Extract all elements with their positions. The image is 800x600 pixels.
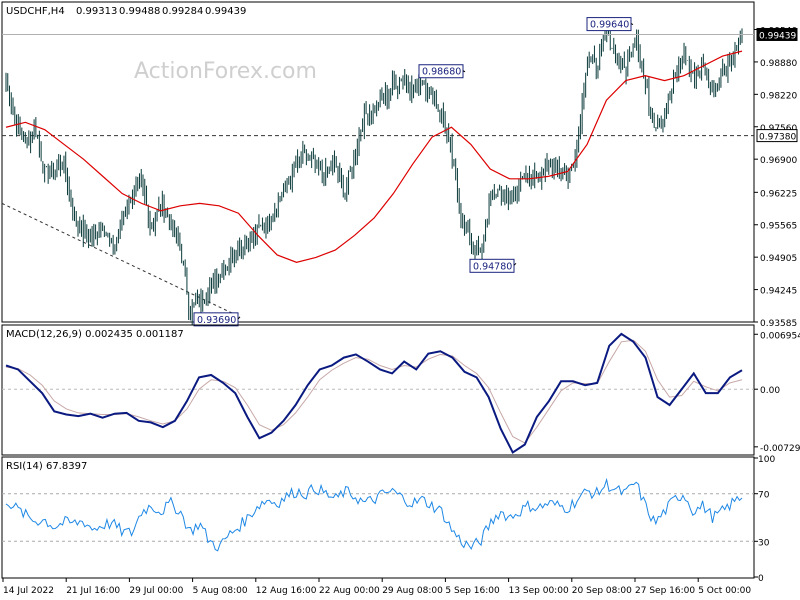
price-tick-label: 0.97560	[760, 124, 797, 134]
ohlc-values: 0.99313 0.99488 0.99284 0.99439	[76, 6, 246, 17]
annotation-box	[193, 312, 239, 327]
current-price-tag	[756, 27, 798, 41]
symbol-title: USDCHF,H4	[6, 6, 65, 17]
annotation-label: 0.98680	[422, 67, 461, 78]
annotation-leader	[462, 70, 466, 73]
time-tick-label: 5 Aug 08:00	[193, 586, 248, 596]
price-panel-frame	[1, 1, 755, 323]
time-tick-label: 27 Sep 16:00	[635, 586, 695, 596]
rsi-line	[5, 477, 743, 552]
rsi-panel-frame	[1, 456, 755, 579]
rsi-title: RSI(14) 67.8397	[6, 461, 87, 472]
price-tick-label: 0.93585	[760, 319, 797, 329]
rsi-tick-label: 30	[758, 538, 770, 548]
macd-panel-frame	[1, 324, 755, 456]
time-tick-label: 22 Aug 00:00	[319, 586, 380, 596]
high-value: 0.99488	[119, 6, 160, 17]
support-trendline	[1, 202, 241, 318]
low-value: 0.99284	[162, 6, 203, 17]
price-tick-label: 0.96900	[760, 156, 797, 166]
price-tick-label: 0.96225	[760, 189, 797, 199]
time-tick-label: 29 Aug 08:00	[382, 586, 443, 596]
price-tick-label: 0.94245	[760, 287, 797, 297]
close-value: 0.99439	[205, 6, 246, 17]
time-tick-label: 13 Sep 00:00	[509, 586, 569, 596]
macd-tick-label: 0.006954	[760, 331, 800, 341]
horizontal-level-line: 0.97380	[2, 129, 798, 143]
price-tick-label: 0.95565	[760, 222, 797, 232]
rsi-panel: RSI(14) 67.8397 100 70 30 0	[1, 455, 775, 584]
rsi-lines	[5, 477, 743, 552]
moving-average	[5, 50, 743, 263]
macd-tick-label: -0.007294	[760, 444, 800, 454]
time-tick-label: 5 Oct 00:00	[698, 586, 751, 596]
level-price-tag	[756, 129, 798, 143]
open-value: 0.99313	[76, 6, 117, 17]
time-tick-label: 21 Jul 16:00	[66, 586, 120, 596]
macd-panel: MACD(12,26,9) 0.002435 0.001187 0.006954…	[1, 324, 800, 456]
annotation-label: 0.93690	[197, 315, 236, 326]
rsi-axis: 100 70 30 0	[2, 455, 775, 584]
current-price: 0.99439	[2, 27, 798, 41]
price-annotations: 0.93690 0.98680 0.94780 0.99640	[193, 17, 634, 327]
macd-lines	[5, 332, 743, 454]
macd-axis: 0.006954 0.00 -0.007294	[2, 331, 800, 454]
time-tick-label: 5 Sep 16:00	[445, 586, 500, 596]
rsi-tick-label: 70	[758, 491, 770, 501]
annotation-label: 0.94780	[473, 261, 512, 272]
macd-line	[5, 332, 743, 454]
rsi-tick-label: 100	[758, 455, 775, 465]
price-tick-label: 0.94905	[760, 254, 797, 264]
macd-tick-label: 0.00	[760, 386, 780, 396]
time-tick-label: 14 Jul 2022	[3, 586, 54, 596]
macd-title: MACD(12,26,9) 0.002435 0.001187	[6, 329, 184, 340]
annotation-leader	[237, 316, 241, 320]
watermark: ActionForex.com	[134, 59, 317, 84]
rsi-tick-label: 0	[758, 574, 764, 584]
annotation-box	[469, 258, 515, 273]
time-axis: 14 Jul 2022 21 Jul 16:00 29 Jul 00:00 5 Aug…	[2, 578, 751, 596]
trendline-segment	[1, 202, 241, 318]
price-panel: USDCHF,H4 0.99313 0.99488 0.99284 0.9943…	[1, 1, 798, 329]
annotation-label: 0.99640	[590, 20, 629, 31]
price-tick-label: 0.98880	[760, 59, 797, 69]
price-tick-label: 0.98220	[760, 91, 797, 101]
current-price-tag-label: 0.99439	[759, 31, 796, 41]
annotation-leader	[513, 262, 517, 266]
time-tick-label: 20 Sep 08:00	[572, 586, 632, 596]
time-tick-label: 12 Aug 16:00	[256, 586, 317, 596]
annotation-leader	[630, 23, 634, 26]
ma-line	[5, 50, 743, 263]
time-tick-label: 29 Jul 00:00	[129, 586, 183, 596]
price-bars	[5, 25, 743, 326]
level-price-tag-label: 0.97380	[759, 133, 796, 143]
